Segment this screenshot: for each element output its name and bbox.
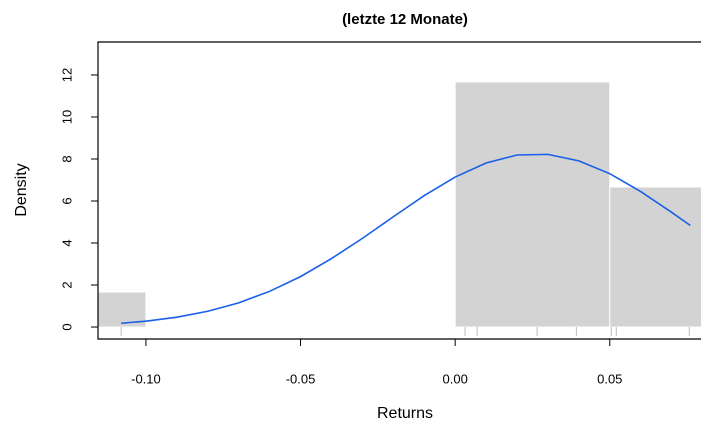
y-tick-label: 6 [59,197,74,204]
plot-box [97,41,701,340]
x-tick-label: 0.05 [597,371,622,386]
y-tick-label: 10 [59,110,74,124]
y-axis-label: Density [13,163,30,216]
x-tick-label: 0.00 [443,371,468,386]
x-axis-label: Returns [377,405,433,422]
x-tick-label: -0.05 [286,371,316,386]
x-tick-label: -0.10 [131,371,161,386]
y-tick-label: 4 [59,239,74,246]
y-tick-label: 0 [59,323,74,330]
bar [98,291,147,328]
bar [609,186,701,328]
y-tick-label: 2 [59,281,74,288]
y-tick-label: 8 [59,155,74,162]
y-tick-label: 12 [59,68,74,82]
chart-title: (letzte 12 Monate) [342,11,468,28]
bar [454,81,611,328]
density-curve [121,153,691,325]
plot-area [98,81,701,337]
